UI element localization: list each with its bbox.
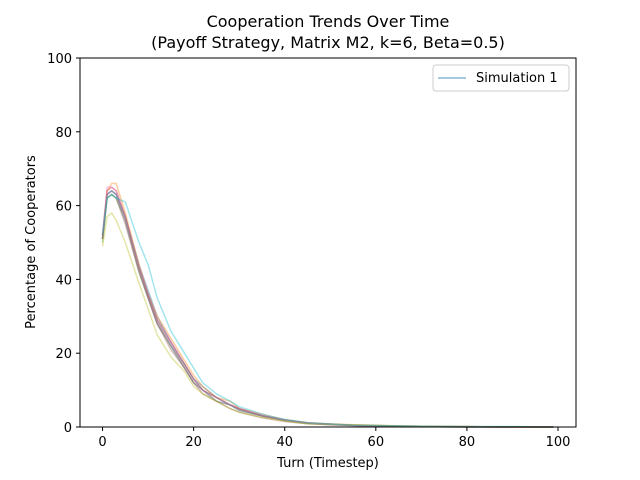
- y-tick-label: 80: [55, 126, 72, 141]
- y-tick-label: 100: [47, 52, 72, 67]
- x-tick-label: 80: [459, 435, 476, 450]
- series-line-7: [101, 186, 554, 428]
- chart-title-line1: Cooperation Trends Over Time: [207, 12, 450, 31]
- y-tick-label: 60: [55, 200, 72, 215]
- series-line-10: [101, 193, 554, 428]
- series-lines: [101, 182, 554, 428]
- y-tick-label: 20: [55, 347, 72, 362]
- series-line-3: [101, 193, 554, 428]
- x-tick-label: 0: [98, 435, 106, 450]
- y-tick-label: 40: [55, 273, 72, 288]
- y-tick-label: 0: [64, 421, 72, 436]
- series-line-9: [101, 212, 554, 428]
- legend: Simulation 1: [432, 64, 570, 92]
- series-line-6: [101, 193, 554, 428]
- x-tick-label: 40: [276, 435, 293, 450]
- x-tick-label: 20: [185, 435, 202, 450]
- plot-frame: [79, 57, 577, 428]
- x-tick-label: 100: [546, 435, 571, 450]
- legend-label-simulation-1: Simulation 1: [476, 71, 558, 86]
- x-ticks: 0 20 40 60 80 100: [98, 427, 570, 450]
- y-ticks: 0 20 40 60 80 100: [47, 52, 80, 436]
- series-line-8: [101, 190, 554, 428]
- series-line-5: [101, 190, 554, 428]
- y-axis-label: Percentage of Cooperators: [24, 155, 39, 329]
- series-line-2: [101, 182, 554, 428]
- x-axis-label: Turn (Timestep): [276, 456, 379, 471]
- series-line-4: [101, 186, 554, 428]
- series-line-1: [101, 190, 554, 428]
- chart-title-line2: (Payoff Strategy, Matrix M2, k=6, Beta=0…: [151, 33, 505, 52]
- x-tick-label: 60: [368, 435, 385, 450]
- legend-box: [432, 64, 570, 92]
